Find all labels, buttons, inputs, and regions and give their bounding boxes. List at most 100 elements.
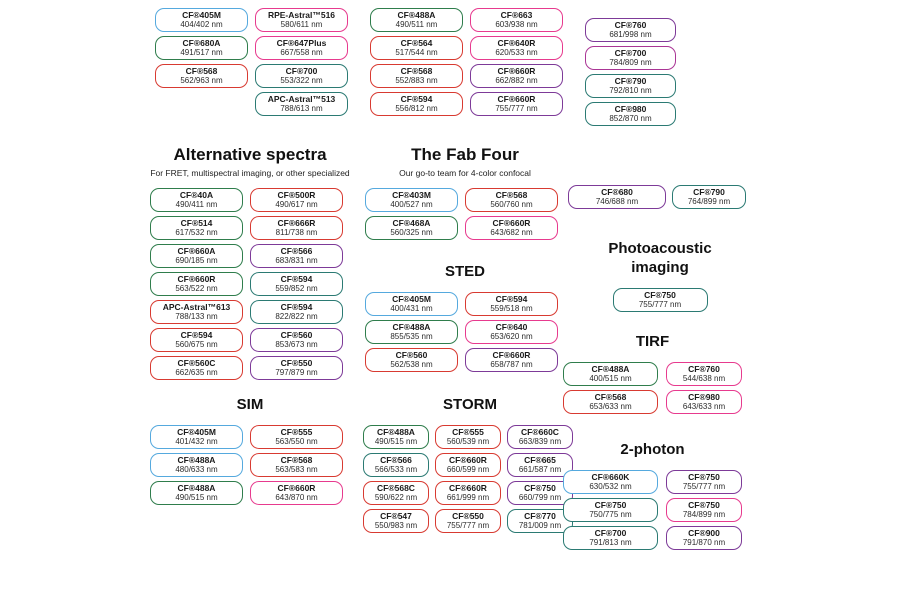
section-2-photon: 2-photon CF®660K 630/532 nm CF®750 755/777 …: [563, 441, 742, 550]
dye-ex-em-value: 681/998 nm: [609, 30, 652, 40]
section-title: Alternative spectra: [173, 145, 327, 164]
dye-name: CF®680: [601, 187, 633, 198]
dye-name: CF®555: [452, 426, 484, 437]
dye-name: CF®488A: [591, 363, 630, 374]
dye-ex-em-value: 653/620 nm: [490, 332, 533, 342]
dye-name: CF®594: [400, 94, 433, 105]
dye-ex-em-value: 563/522 nm: [175, 283, 218, 293]
section-title: TIRF: [635, 333, 670, 350]
dye-ex-em-value: 660/599 nm: [446, 465, 490, 475]
dye-box: CF®560 853/673 nm: [250, 327, 343, 352]
dye-box: CF®750 755/777 nm: [666, 469, 742, 494]
dye-box: CF®560 562/538 nm: [365, 347, 458, 372]
dye-name: CF®660C: [521, 426, 559, 437]
section-sim: SIM CF®405M 401/432 nm CF®555 563/550 nm CF®…: [150, 396, 350, 505]
dye-ex-em-value: 490/511 nm: [395, 20, 438, 30]
dye-ex-em-value: 653/633 nm: [589, 402, 632, 412]
dye-name: CF®640: [495, 321, 528, 332]
dye-box: CF®700 784/809 nm: [585, 46, 676, 70]
dye-box: CF®488A 855/535 nm: [365, 319, 458, 344]
dye-box: CF®550 755/777 nm: [435, 508, 501, 533]
dye-name: CF®750: [688, 499, 720, 510]
dye-name: CF®760: [688, 363, 720, 374]
dye-ex-em-value: 620/533 nm: [495, 48, 538, 58]
dye-name: CF®405M: [182, 10, 221, 21]
dye-ex-em-value: 400/431 nm: [390, 304, 433, 314]
dye-ex-em-value: 690/185 nm: [175, 255, 218, 265]
section-sted: STED CF®405M 400/431 nm CF®594 559/518 nm CF…: [365, 263, 565, 372]
dye-box: CF®555 563/550 nm: [250, 424, 343, 449]
dye-box: CF®660R 755/777 nm: [470, 92, 563, 116]
dye-name: CF®405M: [177, 426, 216, 437]
dye-name: CF®900: [688, 527, 720, 538]
dye-ex-em-value: 490/411 nm: [175, 199, 218, 209]
dye-box: CF®665 661/587 nm: [507, 452, 573, 477]
dye-box: APC-Astral™513 788/613 nm: [255, 92, 348, 116]
dye-ex-em-value: 667/558 nm: [280, 48, 323, 58]
dye-box: CF®660R 643/682 nm: [465, 215, 558, 240]
dye-name: CF®555: [280, 426, 313, 437]
dye-name: CF®980: [614, 104, 647, 115]
dye-name: CF®40A: [179, 189, 214, 200]
dye-name: CF®594: [280, 301, 313, 312]
section-title: SIM: [236, 396, 264, 413]
dye-box: CF®488A 490/511 nm: [370, 8, 463, 32]
dye-ex-em-value: 580/611 nm: [280, 20, 323, 30]
dye-name: CF®547: [380, 510, 412, 521]
dye-ex-em-value: 797/879 nm: [275, 367, 318, 377]
dye-box-list: CF®663 603/938 nm CF®640R 620/533 nm CF®660R…: [470, 8, 563, 116]
dye-box: CF®403M 400/527 nm: [365, 187, 458, 212]
dye-ex-em-value: 566/533 nm: [374, 465, 418, 475]
dye-name: CF®750: [594, 499, 627, 510]
dye-box: CF®660R 660/599 nm: [435, 452, 501, 477]
section-alternative-spectra: Alternative spectra For FRET, multispect…: [150, 145, 350, 380]
nir-dye-pair: CF®680 746/688 nm CF®790 764/899 nm: [568, 185, 746, 209]
dye-name: CF®640R: [497, 38, 536, 49]
dye-name: CF®647Plus: [276, 38, 327, 49]
dye-name: CF®760: [614, 20, 647, 31]
dye-ex-em-value: 603/938 nm: [495, 20, 538, 30]
dye-box-list: CF®405M 400/431 nm CF®594 559/518 nm CF®488A…: [365, 291, 565, 372]
dye-ex-em-value: 562/538 nm: [390, 360, 433, 370]
dye-name: CF®568: [495, 189, 528, 200]
top-dye-column-4: CF®663 603/938 nm CF®640R 620/533 nm CF®660R…: [470, 8, 563, 116]
dye-name: CF®468A: [392, 217, 431, 228]
section-title: STED: [444, 263, 485, 280]
dye-box: CF®790 764/899 nm: [672, 185, 746, 209]
dye-ex-em-value: 560/675 nm: [175, 339, 218, 349]
dye-box: CF®660C 663/839 nm: [507, 424, 573, 449]
dye-box: CF®468A 560/325 nm: [365, 215, 458, 240]
dye-ex-em-value: 853/673 nm: [275, 339, 318, 349]
dye-name: CF®666R: [277, 217, 316, 228]
dye-ex-em-value: 562/963 nm: [180, 76, 223, 86]
dye-ex-em-value: 660/799 nm: [518, 493, 562, 503]
dye-ex-em-value: 750/775 nm: [589, 510, 632, 520]
dye-ex-em-value: 550/983 nm: [374, 521, 418, 531]
dye-box: CF®660R 658/787 nm: [465, 347, 558, 372]
dye-ex-em-value: 658/787 nm: [490, 360, 533, 370]
dye-ex-em-value: 811/738 nm: [275, 227, 318, 237]
dye-name: CF®790: [693, 187, 725, 198]
dye-ex-em-value: 791/870 nm: [682, 538, 726, 548]
dye-box: CF®550 797/879 nm: [250, 355, 343, 380]
dye-box: CF®594 560/675 nm: [150, 327, 243, 352]
dye-ex-em-value: 630/532 nm: [589, 482, 632, 492]
dye-name: CF®560: [280, 329, 313, 340]
dye-box: CF®560C 662/635 nm: [150, 355, 243, 380]
dye-box: CF®488A 400/515 nm: [563, 361, 658, 386]
dye-box-list: CF®488A 400/515 nm CF®760 544/638 nm CF®568 6…: [563, 361, 742, 414]
dye-box: CF®770 781/009 nm: [507, 508, 573, 533]
dye-ex-em-value: 404/402 nm: [180, 20, 223, 30]
dye-ex-em-value: 755/777 nm: [495, 104, 538, 114]
dye-box: CF®594 559/852 nm: [250, 271, 343, 296]
dye-name: CF®488A: [177, 482, 216, 493]
dye-ex-em-value: 781/009 nm: [518, 521, 562, 531]
dye-name: CF®663: [500, 10, 533, 21]
dye-name: CF®560C: [177, 357, 216, 368]
dye-ex-em-value: 683/831 nm: [275, 255, 318, 265]
dye-box-list: RPE-Astral™516 580/611 nm CF®647Plus 667/55…: [255, 8, 348, 116]
dye-name: CF®488A: [377, 426, 415, 437]
dye-name: CF®564: [400, 38, 433, 49]
dye-box-list: CF®405M 404/402 nm CF®680A 491/517 nm CF®568…: [155, 8, 248, 88]
dye-box: CF®40A 490/411 nm: [150, 187, 243, 212]
